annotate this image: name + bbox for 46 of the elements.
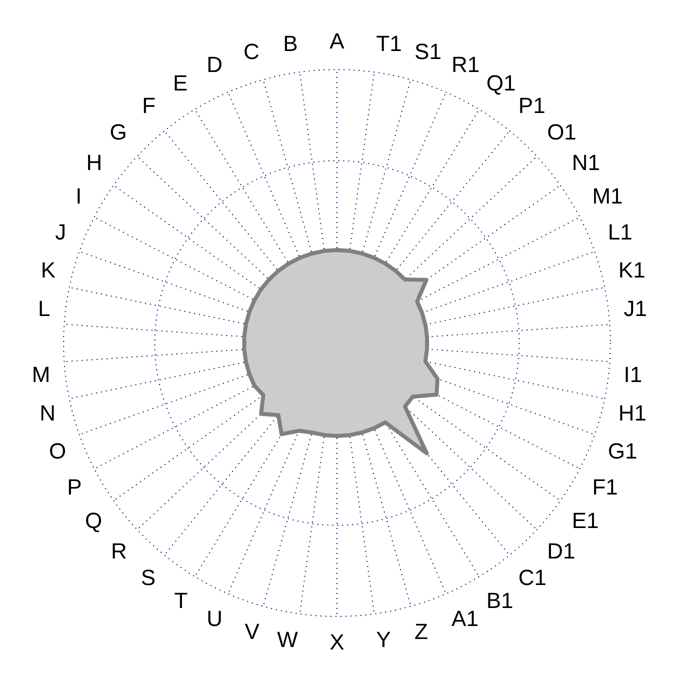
spoke-label: P1 <box>518 92 546 118</box>
spoke-label: T1 <box>376 31 402 56</box>
spoke-label: K1 <box>618 257 646 282</box>
spoke-label: Q1 <box>486 70 516 96</box>
spoke-label: C <box>244 39 260 64</box>
spoke-label: E1 <box>572 508 599 534</box>
spoke-label: Z <box>414 619 428 644</box>
spoke-label: R <box>111 538 127 564</box>
spoke-label: H <box>86 150 102 176</box>
spoke-label: J1 <box>624 296 648 322</box>
spoke-label: L1 <box>608 220 632 245</box>
spoke-label: O1 <box>547 120 576 145</box>
spoke-label: B <box>283 31 298 56</box>
spoke-label: D1 <box>547 538 576 564</box>
spoke-label: X <box>330 630 345 655</box>
spoke-label: M1 <box>592 184 623 209</box>
spoke-label: C1 <box>518 565 547 590</box>
spoke-label: H1 <box>618 400 647 426</box>
spoke-label: J <box>55 220 66 245</box>
spoke-label: T <box>174 588 188 613</box>
spoke-label: S <box>140 565 156 590</box>
spoke-label: L <box>38 296 50 322</box>
spoke-label: W <box>277 627 298 652</box>
spoke-label: G <box>110 120 127 145</box>
spoke-label: K <box>40 257 56 282</box>
spoke-label: S1 <box>414 39 442 64</box>
spoke-label: I1 <box>624 362 642 387</box>
spoke-label: Y <box>376 627 392 652</box>
spoke-label: A <box>330 28 345 54</box>
spoke-label: M <box>32 362 50 387</box>
spoke-label: O <box>49 438 66 464</box>
spoke-label: N1 <box>572 150 600 176</box>
spoke-label: G1 <box>608 438 638 464</box>
spoke-label: E <box>172 70 188 96</box>
spoke-label: B1 <box>486 588 514 613</box>
spoke-label: V <box>244 619 260 644</box>
spoke-label: F1 <box>592 474 618 500</box>
spoke-label: U <box>206 606 222 631</box>
spoke-label: P <box>67 474 82 500</box>
spoke-label: F <box>142 92 156 118</box>
spoke-label: R1 <box>452 52 480 78</box>
spoke-label: D <box>206 52 222 78</box>
spoke-label: Q <box>85 508 102 534</box>
spoke-label: I <box>76 184 82 209</box>
spoke-label: A1 <box>452 606 478 631</box>
spoke-label: N <box>40 400 56 426</box>
